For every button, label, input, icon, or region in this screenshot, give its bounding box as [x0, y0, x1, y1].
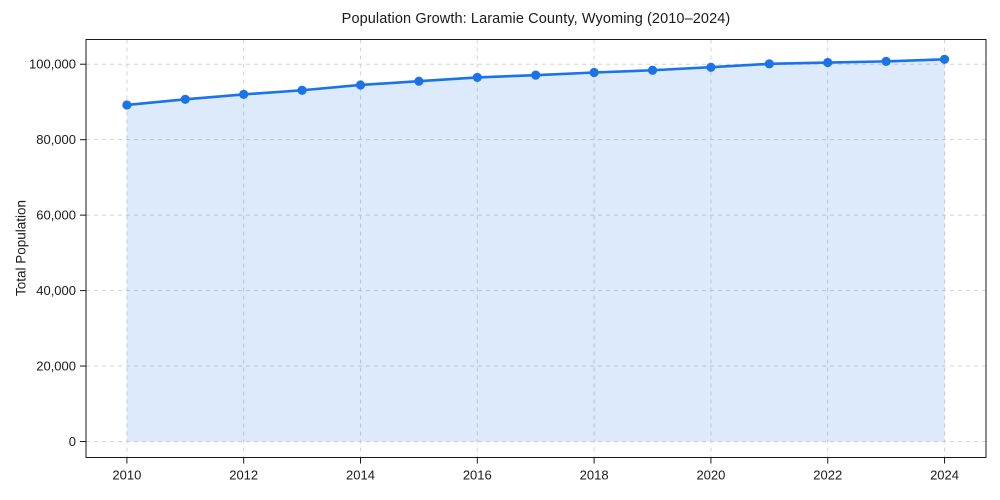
data-point: [764, 59, 774, 69]
x-tick-label: 2022: [813, 468, 842, 483]
y-axis-label: Total Population: [13, 199, 29, 297]
data-point: [297, 85, 307, 95]
x-tick-label: 2012: [229, 468, 258, 483]
data-point: [239, 89, 249, 99]
data-points: [122, 54, 950, 110]
data-point: [706, 62, 716, 72]
y-tick-label: 0: [69, 434, 76, 449]
x-tick-label: 2010: [112, 468, 141, 483]
chart-title: Population Growth: Laramie County, Wyomi…: [341, 11, 731, 27]
data-point: [881, 56, 891, 66]
y-tick-label: 20,000: [36, 359, 76, 374]
area-fill: [126, 59, 945, 442]
gridlines: [86, 39, 986, 458]
y-tick-label: 40,000: [36, 283, 76, 298]
data-point: [180, 94, 190, 104]
data-point: [939, 54, 950, 64]
x-tick-label: 2020: [696, 468, 725, 483]
data-point: [647, 65, 658, 75]
data-point: [122, 100, 132, 110]
y-tick-label: 60,000: [36, 208, 76, 223]
data-point: [472, 72, 482, 83]
x-tick-label: 2016: [463, 468, 492, 483]
x-tick-label: 2014: [346, 468, 375, 483]
data-point: [589, 67, 599, 78]
y-tick-label: 80,000: [36, 132, 76, 147]
axis-ticks: 0 20,000 40,000 60,000 80,000 100,000 2010 2012…: [29, 57, 959, 483]
y-tick-label: 100,000: [29, 57, 76, 72]
data-point: [823, 57, 833, 68]
data-point: [531, 70, 541, 80]
data-point: [355, 80, 366, 90]
x-tick-label: 2024: [930, 468, 959, 483]
data-point: [414, 76, 424, 86]
x-tick-label: 2018: [580, 468, 609, 483]
plot-border: [85, 39, 987, 458]
